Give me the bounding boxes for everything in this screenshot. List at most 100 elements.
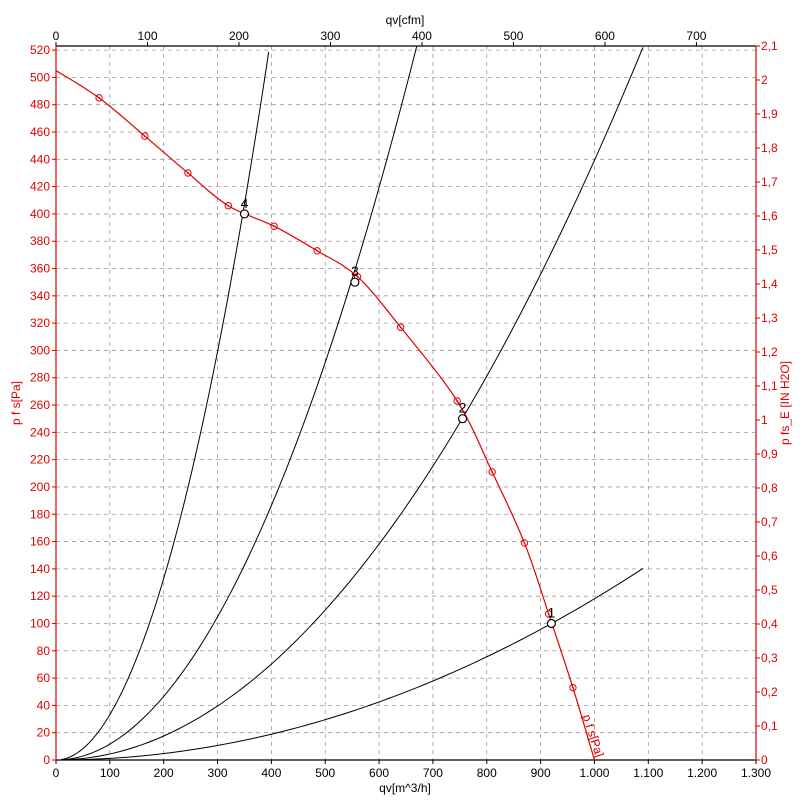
- operating-point-label: 3: [351, 263, 359, 279]
- y-tick-label: 400: [30, 207, 50, 221]
- y-tick-label: 460: [30, 125, 50, 139]
- fan-curve-marker: [488, 468, 496, 476]
- system-curves: [61, 45, 644, 761]
- right-tick-label: 0,2: [761, 685, 778, 699]
- operating-point-1: [546, 618, 556, 629]
- operating-point-3: [350, 277, 360, 287]
- fan-curve-marker-dot: [456, 400, 459, 402]
- y-tick-label: 380: [30, 234, 50, 248]
- right-tick-label: 1,5: [761, 243, 778, 257]
- fan-curve-marker: [184, 169, 192, 177]
- right-tick-label: 1: [761, 413, 768, 427]
- fan-curve-line: [55, 70, 596, 761]
- system-curve-3: [61, 45, 418, 761]
- top-tick-label: 200: [229, 29, 249, 43]
- fan-curve: p f s[Pa]: [55, 70, 607, 761]
- fan-curve-marker: [520, 539, 529, 547]
- y-tick-label: 140: [30, 562, 50, 576]
- y-tick-label: 300: [30, 343, 50, 357]
- y-tick-label: 60: [37, 671, 51, 685]
- x-tick-label: 400: [261, 766, 281, 780]
- fan-curve-marker-dot: [356, 275, 359, 278]
- right-tick-label: 0,8: [761, 481, 778, 495]
- fan-curve-label: p f s[Pa]: [580, 713, 607, 759]
- y-tick-label: 520: [30, 43, 50, 57]
- y-tick-label: 500: [30, 70, 50, 84]
- right-tick-label: 2,1: [761, 39, 778, 53]
- right-tick-label: 1,3: [761, 311, 778, 325]
- right-tick-label: 1,9: [761, 107, 778, 121]
- x-tick-label: 500: [315, 766, 335, 780]
- right-axis-title: p fs_E [IN H2O]: [778, 361, 792, 445]
- system-curve-4: [61, 51, 270, 761]
- right-tick-label: 1,7: [761, 175, 778, 189]
- top-axis-title: qv[cfm]: [386, 13, 425, 27]
- y-tick-label: 480: [30, 98, 50, 112]
- right-tick-label: 1,1: [761, 379, 778, 393]
- fan-curve-marker-dot: [187, 172, 189, 174]
- fan-curve-marker: [569, 683, 577, 692]
- fan-curve-marker-dot: [98, 96, 100, 99]
- y-tick-label: 220: [30, 453, 50, 467]
- y-tick-label: 320: [30, 316, 50, 330]
- fan-curve-marker-dot: [547, 613, 550, 615]
- x-tick-label: 900: [531, 766, 551, 780]
- right-tick-label: 0,6: [761, 549, 778, 563]
- x-tick-label: 600: [369, 766, 389, 780]
- x-tick-label: 0: [53, 766, 60, 780]
- fan-curve-marker: [396, 323, 405, 331]
- y-tick-label: 0: [43, 753, 50, 767]
- top-tick-label: 100: [137, 29, 157, 43]
- y-tick-label: 280: [30, 371, 50, 385]
- right-tick-label: 2: [761, 73, 768, 87]
- x-tick-label: 300: [208, 766, 228, 780]
- y-tick-label: 340: [30, 289, 50, 303]
- operating-point-label: 4: [241, 195, 249, 211]
- operating-point-label: 2: [459, 400, 467, 416]
- fan-curve-marker-dot: [523, 542, 526, 544]
- top-tick-label: 0: [53, 29, 60, 43]
- system-curve-2: [61, 47, 644, 761]
- x-tick-label: 800: [477, 766, 497, 780]
- fan-curve-marker: [544, 610, 553, 618]
- y-tick-label: 180: [30, 507, 50, 521]
- x-tick-label: 700: [423, 766, 443, 780]
- x-axis-title: qv[m^3/h]: [379, 781, 431, 795]
- system-curve-1: [61, 568, 644, 761]
- fan-curve-marker: [141, 132, 149, 140]
- fan-curve-marker-dot: [572, 686, 574, 689]
- fan-curve-marker-dot: [143, 135, 146, 138]
- tick-labels: 0 100 200 300 400 500 600 700 800 900 1.000 1.100 1.…: [30, 29, 778, 780]
- y-tick-label: 80: [37, 644, 51, 658]
- fan-curve-marker-dot: [227, 204, 230, 207]
- right-tick-label: 0: [761, 753, 768, 767]
- right-tick-label: 0,3: [761, 651, 778, 665]
- y-tick-label: 120: [30, 589, 50, 603]
- fan-curve-marker: [453, 397, 461, 405]
- x-tick-label: 100: [100, 766, 120, 780]
- top-tick-label: 700: [686, 29, 706, 43]
- y-tick-label: 360: [30, 262, 50, 276]
- right-tick-label: 1,8: [761, 141, 778, 155]
- y-axis-title: p f s[Pa]: [9, 381, 23, 425]
- x-tick-label: 1.200: [687, 766, 717, 780]
- fan-curve-marker: [313, 247, 321, 255]
- operating-points: 1 2 3 4: [239, 195, 556, 629]
- top-tick-label: 600: [595, 29, 615, 43]
- right-tick-label: 0,5: [761, 583, 778, 597]
- grid: [56, 46, 756, 760]
- operating-point-2: [457, 414, 468, 424]
- right-tick-label: 1,6: [761, 209, 778, 223]
- right-tick-label: 0,9: [761, 447, 778, 461]
- y-tick-label: 440: [30, 152, 50, 166]
- top-tick-label: 400: [412, 29, 432, 43]
- y-tick-label: 200: [30, 480, 50, 494]
- right-tick-label: 0,7: [761, 515, 778, 529]
- right-tick-label: 1,4: [761, 277, 778, 291]
- y-tick-label: 20: [37, 726, 51, 740]
- axes: [52, 42, 760, 764]
- x-tick-label: 1.300: [741, 766, 771, 780]
- fan-curve-marker-dot: [399, 326, 402, 329]
- top-tick-label: 300: [320, 29, 340, 43]
- y-tick-label: 420: [30, 180, 50, 194]
